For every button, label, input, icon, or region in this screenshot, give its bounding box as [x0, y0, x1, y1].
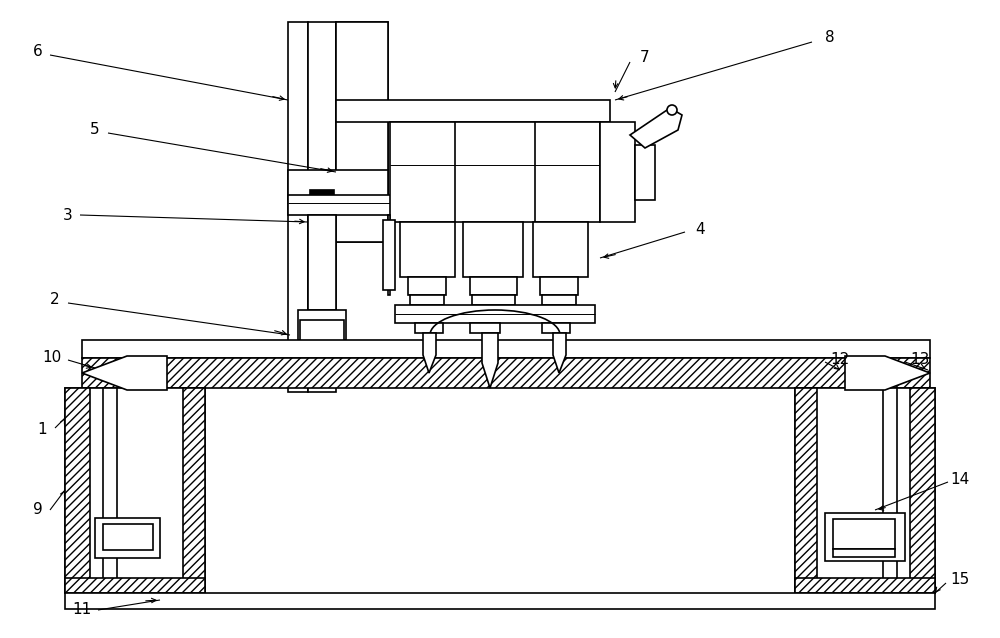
Bar [288, 170, 388, 200]
Bar [833, 519, 895, 549]
Text: 7: 7 [640, 50, 650, 66]
Text: 11: 11 [72, 602, 92, 618]
Bar [600, 122, 635, 222]
Text: 5: 5 [90, 122, 100, 138]
Bar [470, 323, 500, 333]
Text: 15: 15 [950, 572, 970, 588]
Bar [95, 518, 160, 558]
Text: 12: 12 [830, 353, 850, 367]
Bar [472, 295, 515, 305]
Bar [82, 358, 930, 388]
Polygon shape [553, 333, 566, 373]
Text: 13: 13 [910, 353, 930, 367]
Bar [310, 218, 334, 228]
Bar [910, 388, 935, 593]
Bar [310, 190, 334, 200]
Bar [65, 578, 205, 593]
Bar [300, 320, 344, 345]
Polygon shape [845, 356, 930, 390]
Bar [635, 145, 655, 200]
Polygon shape [82, 356, 167, 390]
Bar [408, 277, 446, 295]
Bar [415, 323, 443, 333]
Bar [288, 22, 308, 392]
Bar [65, 593, 935, 609]
Text: 9: 9 [33, 503, 43, 517]
Bar [65, 388, 205, 593]
Bar [470, 277, 517, 295]
Text: 10: 10 [42, 350, 62, 366]
Bar [336, 22, 388, 242]
Text: 8: 8 [825, 31, 835, 45]
Text: 2: 2 [50, 292, 60, 308]
Text: 4: 4 [695, 223, 705, 237]
Bar [795, 388, 817, 593]
Polygon shape [423, 333, 436, 373]
Text: 6: 6 [33, 45, 43, 59]
Bar [542, 295, 576, 305]
Polygon shape [482, 333, 498, 388]
Bar [795, 578, 935, 593]
Bar [390, 122, 600, 222]
Bar [395, 305, 595, 323]
Bar [183, 388, 205, 593]
Bar [288, 195, 450, 215]
Polygon shape [630, 108, 682, 148]
Bar [82, 340, 930, 358]
Text: 3: 3 [63, 207, 73, 223]
Bar [298, 310, 346, 340]
Bar [308, 22, 336, 392]
Bar [533, 222, 588, 277]
Bar [400, 222, 455, 277]
Text: 1: 1 [37, 422, 47, 438]
Bar [833, 549, 895, 557]
Bar [336, 22, 388, 242]
Bar [795, 388, 935, 593]
Bar [540, 277, 578, 295]
Bar [410, 295, 444, 305]
Bar [825, 513, 905, 561]
Bar [65, 388, 90, 593]
Bar [308, 215, 336, 310]
Text: 14: 14 [950, 473, 970, 487]
Bar [383, 220, 395, 290]
Bar [542, 323, 570, 333]
Circle shape [667, 105, 677, 115]
Bar [463, 222, 523, 277]
Bar [336, 100, 610, 122]
Bar [388, 215, 390, 295]
Bar [103, 524, 153, 550]
